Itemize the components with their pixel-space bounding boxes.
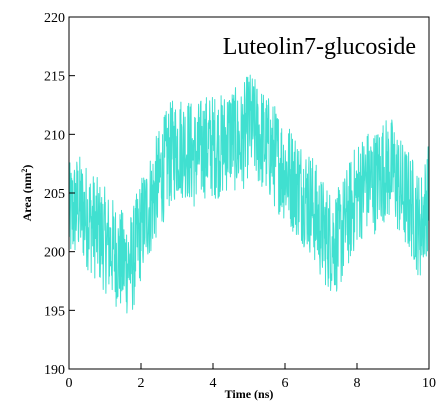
- x-tick-label: 2: [138, 376, 145, 391]
- x-tick-label: 4: [210, 376, 217, 391]
- y-tick-label: 210: [44, 128, 65, 143]
- y-tick-label: 190: [44, 363, 65, 378]
- y-tick-label: 205: [44, 187, 65, 202]
- y-tick-label: 215: [44, 70, 65, 85]
- y-axis-label: Area (nm2): [20, 165, 35, 222]
- x-tick-label: 0: [66, 376, 73, 391]
- x-tick-label: 8: [354, 376, 361, 391]
- x-tick-label: 10: [422, 376, 436, 391]
- series-layer: [68, 74, 430, 314]
- y-axis-label-superscript: 2: [20, 169, 29, 173]
- y-tick-label: 200: [44, 246, 65, 261]
- y-axis-label-base: Area (nm: [20, 173, 34, 222]
- x-axis-label: Time (ns): [225, 387, 274, 401]
- chart-title: Luteolin7-glucoside: [223, 34, 416, 60]
- series-line: [68, 74, 430, 314]
- y-axis-label-close: ): [20, 165, 34, 169]
- x-tick-label: 6: [282, 376, 289, 391]
- y-tick-label: 220: [44, 11, 65, 26]
- ticks-layer: 0 2 4 6 8 10 190 195 200 205 210 215 220: [44, 11, 436, 391]
- y-tick-label: 195: [44, 304, 65, 319]
